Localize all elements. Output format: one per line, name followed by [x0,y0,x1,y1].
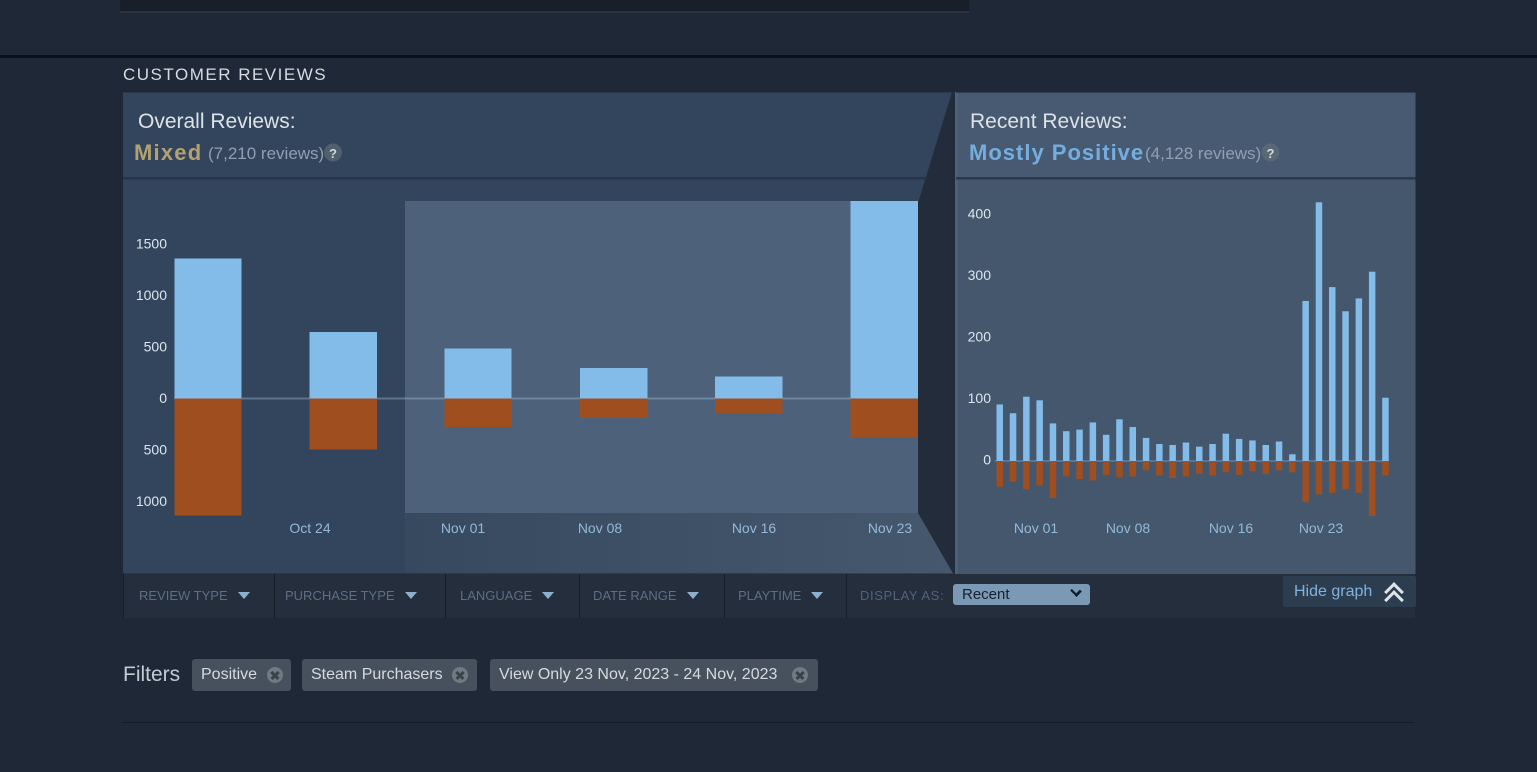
svg-text:Nov 01: Nov 01 [441,520,486,536]
svg-text:Oct 24: Oct 24 [289,520,330,536]
svg-text:500: 500 [144,442,168,458]
svg-text:200: 200 [968,329,992,345]
svg-text:500: 500 [144,339,168,355]
svg-text:1000: 1000 [136,493,167,509]
svg-text:Overall Reviews:: Overall Reviews: [138,110,296,133]
svg-text:1000: 1000 [136,287,167,303]
svg-text:0: 0 [159,390,167,406]
svg-text:Nov 01: Nov 01 [1014,520,1059,536]
svg-text:0: 0 [983,452,991,468]
svg-text:(4,128 reviews): (4,128 reviews) [1145,144,1261,163]
svg-text:Nov 23: Nov 23 [1299,520,1344,536]
svg-text:(7,210 reviews): (7,210 reviews) [208,144,324,163]
svg-text:Mixed: Mixed [134,140,202,165]
svg-text:1500: 1500 [136,236,167,252]
svg-text:?: ? [329,146,337,161]
svg-text:Nov 08: Nov 08 [1106,520,1151,536]
svg-text:300: 300 [968,267,992,283]
svg-text:?: ? [1267,146,1275,161]
svg-text:Mostly Positive: Mostly Positive [969,140,1144,165]
svg-text:Nov 08: Nov 08 [578,520,623,536]
svg-text:100: 100 [968,390,992,406]
svg-text:Nov 16: Nov 16 [732,520,777,536]
svg-text:Recent Reviews:: Recent Reviews: [970,110,1128,133]
svg-text:Nov 23: Nov 23 [868,520,913,536]
svg-text:Nov 16: Nov 16 [1209,520,1254,536]
svg-text:400: 400 [968,206,992,222]
